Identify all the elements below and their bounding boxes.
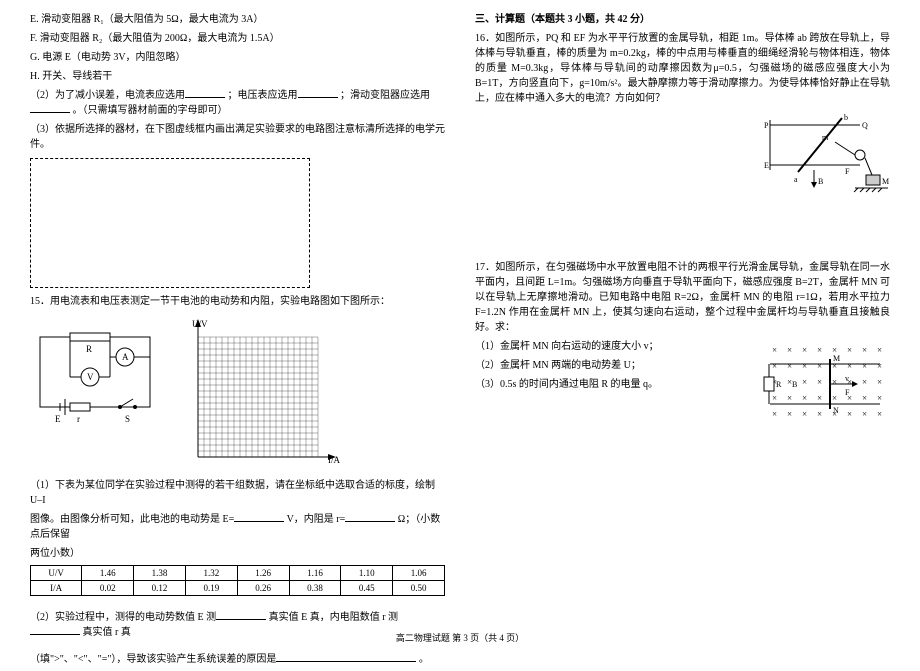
q17-R: R: [776, 380, 782, 389]
q15-p2b: 真实值 E 真，内电阻数值 r 测: [269, 612, 398, 623]
q16-M: M: [882, 177, 889, 186]
svg-text:×: ×: [787, 409, 792, 419]
q15-p3a: （填">"、"<"、"="），导致该实验产生系统误差的原因是: [30, 654, 276, 665]
svg-text:×: ×: [862, 345, 867, 355]
svg-text:×: ×: [877, 377, 882, 387]
svg-text:×: ×: [847, 345, 852, 355]
svg-text:×: ×: [817, 345, 822, 355]
q15-p1a: （1）下表为某位同学在实验过程中测得的若干组数据，请在坐标纸中选取合适的标度，绘…: [30, 478, 445, 508]
svg-text:×: ×: [817, 409, 822, 419]
svg-text:×: ×: [787, 345, 792, 355]
svg-text:×: ×: [862, 409, 867, 419]
option-g: G. 电源 E（电动势 3V，内阻忽略）: [30, 50, 445, 65]
q17-figure: ××××××××××××××××××××××××××××××××××××××××…: [760, 339, 890, 429]
q16: 16．如图所示，PQ 和 EF 为水平平行放置的金属导轨，相距 1m。导体棒 a…: [475, 31, 890, 260]
q17: 17．如图所示，在匀强磁场中水平放置电阻不计的两根平行光滑金属导轨，金属导轨在同…: [475, 260, 890, 392]
q16-P: P: [764, 121, 769, 130]
svg-text:×: ×: [877, 393, 882, 403]
q15-p3b: 。: [419, 654, 429, 665]
ylabel: U/V: [192, 319, 208, 329]
svg-text:×: ×: [787, 393, 792, 403]
data-table: U/V1.461.381.321.261.161.101.06 I/A0.020…: [30, 565, 445, 596]
svg-text:×: ×: [847, 361, 852, 371]
q17-B: B: [792, 380, 797, 389]
q16-b: b: [844, 113, 848, 122]
label-E: E: [55, 414, 61, 424]
q16-text: 16．如图所示，PQ 和 EF 为水平平行放置的金属导轨，相距 1m。导体棒 a…: [475, 31, 890, 106]
grid-chart: U/V I/A: [180, 317, 340, 470]
page-footer: 高二物理试题 第 3 页（共 4 页）: [0, 631, 920, 644]
svg-text:×: ×: [832, 393, 837, 403]
svg-text:×: ×: [772, 361, 777, 371]
svg-text:×: ×: [862, 377, 867, 387]
svg-text:×: ×: [817, 393, 822, 403]
svg-text:×: ×: [832, 377, 837, 387]
svg-text:×: ×: [802, 393, 807, 403]
q2-text-d: 。（只需填写器材前面的字母即可）: [73, 105, 228, 116]
q16-F: F: [845, 167, 850, 176]
option-e: E. 滑动变阻器 R₁（最大阻值为 5Ω，最大电流为 3A）: [30, 12, 445, 27]
q15-p1e: 两位小数）: [30, 546, 445, 561]
dashed-answer-box: [30, 158, 310, 288]
svg-text:×: ×: [817, 377, 822, 387]
grid-svg: U/V I/A: [180, 317, 340, 467]
label-V: V: [87, 372, 94, 382]
q15-p1b: 图像。由图像分析可知，此电池的电动势是 E=: [30, 514, 234, 525]
q15-p1-line2: 图像。由图像分析可知，此电池的电动势是 E= V，内阻是 r= Ω；（小数点后保…: [30, 512, 445, 542]
right-column: 三、计算题（本题共 3 小题，共 42 分） 16．如图所示，PQ 和 EF 为…: [475, 12, 890, 671]
svg-text:×: ×: [847, 409, 852, 419]
label-S: S: [125, 414, 130, 424]
svg-text:×: ×: [802, 361, 807, 371]
q16-E: E: [764, 161, 769, 170]
label-r: r: [77, 414, 80, 424]
svg-text:×: ×: [772, 345, 777, 355]
svg-text:×: ×: [862, 393, 867, 403]
q17-F: F: [845, 388, 850, 397]
q16-figure: P Q E F a b m B M: [760, 110, 890, 200]
q2-text-b: ；电压表应选用: [228, 90, 298, 101]
svg-text:×: ×: [787, 361, 792, 371]
q17-M: M: [833, 354, 840, 363]
svg-text:×: ×: [802, 345, 807, 355]
q3-text: （3）依据所选择的器材，在下图虚线框内画出满足实验要求的电路图注意标清所选择的电…: [30, 122, 445, 152]
q15-title: 15．用电流表和电压表测定一节干电池的电动势和内阻，实验电路图如下图所示：: [30, 294, 445, 309]
svg-text:×: ×: [802, 377, 807, 387]
circuit-and-grid: R A V E r: [30, 317, 445, 470]
q15-p2a: （2）实验过程中，测得的电动势数值 E 测: [30, 612, 216, 623]
q16-m: m: [822, 133, 829, 142]
svg-text:×: ×: [877, 345, 882, 355]
q16-B: B: [818, 177, 823, 186]
q2-line: （2）为了减小误差，电流表应选用 ；电压表应选用 ；滑动变阻器应选用 。（只需填…: [30, 88, 445, 118]
svg-text:×: ×: [802, 409, 807, 419]
q16-a: a: [794, 175, 798, 184]
svg-text:×: ×: [772, 409, 777, 419]
svg-text:×: ×: [817, 361, 822, 371]
q2-text-c: ；滑动变阻器应选用: [340, 90, 430, 101]
q2-text-a: （2）为了减小误差，电流表应选用: [30, 90, 185, 101]
section-title: 三、计算题（本题共 3 小题，共 42 分）: [475, 12, 890, 27]
option-h: H. 开关、导线若干: [30, 69, 445, 84]
label-A: A: [122, 352, 129, 362]
q17-v: v: [845, 374, 849, 383]
option-f: F. 滑动变阻器 R₂（最大阻值为 200Ω，最大电流为 1.5A）: [30, 31, 445, 46]
svg-text:×: ×: [877, 361, 882, 371]
svg-text:×: ×: [862, 361, 867, 371]
svg-text:×: ×: [877, 409, 882, 419]
q17-text: 17．如图所示，在匀强磁场中水平放置电阻不计的两根平行光滑金属导轨，金属导轨在同…: [475, 260, 890, 335]
q17-N: N: [833, 406, 839, 415]
left-column: E. 滑动变阻器 R₁（最大阻值为 5Ω，最大电流为 3A） F. 滑动变阻器 …: [30, 12, 445, 671]
label-R: R: [86, 344, 92, 354]
q15-p3: （填">"、"<"、"="），导致该实验产生系统误差的原因是 。: [30, 652, 445, 667]
q16-Q: Q: [862, 121, 868, 130]
circuit-diagram: R A V E r: [30, 327, 160, 427]
svg-text:×: ×: [772, 393, 777, 403]
q15-p1c: V，内阻是 r=: [287, 514, 346, 525]
